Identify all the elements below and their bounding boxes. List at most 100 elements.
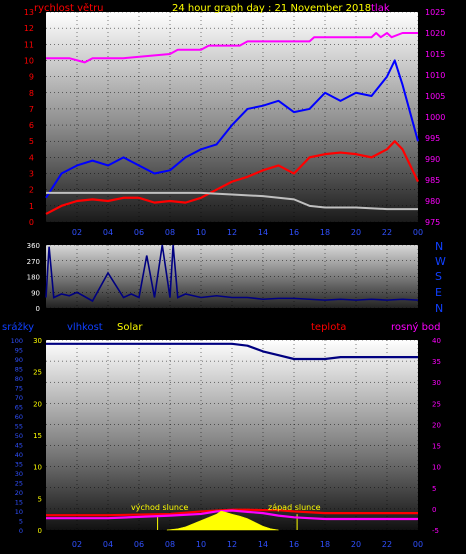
- pressure-tick-label: 980: [425, 197, 440, 206]
- temperature-tick-label: 15: [432, 443, 441, 451]
- pressure-tick-label: 1015: [425, 50, 445, 59]
- humidity-tick-label: 10: [15, 508, 23, 516]
- pressure-tick-label: 1005: [425, 92, 445, 101]
- solar-tick-label: 0: [38, 527, 42, 535]
- x-tick-label: 10: [196, 228, 206, 237]
- humidity-tick-label: 55: [15, 423, 23, 431]
- solar-area: [166, 510, 279, 531]
- rain-label: srážky: [2, 321, 34, 333]
- temperature-tick-label: 30: [432, 379, 441, 387]
- temperature-plot-area: [46, 340, 418, 530]
- pressure-tick-label: 975: [425, 218, 440, 227]
- sunset-label: západ slunce: [268, 503, 321, 512]
- compass-n-top: N: [435, 240, 443, 253]
- temperature-tick-label: 5: [432, 485, 436, 493]
- wind-tick-label: 4: [29, 153, 34, 162]
- solar-tick-label: 10: [33, 464, 42, 472]
- wind-gust-line: [45, 140, 419, 215]
- direction-chart: 0 90 180 270 360: [27, 242, 419, 313]
- temperature-tick-label: 40: [432, 337, 441, 345]
- temperature-chart: -505101520253035400510152025303540455055…: [11, 337, 441, 549]
- x-tick-label: 20: [351, 540, 361, 549]
- x-tick-label: 00: [413, 228, 423, 237]
- wind-speed-label: rychlost větru: [34, 2, 104, 14]
- humidity-tick-label: 15: [15, 499, 23, 507]
- x-tick-label: 16: [289, 540, 299, 549]
- humidity-tick-label: 70: [15, 394, 23, 402]
- x-tick-label: 02: [72, 228, 82, 237]
- humidity-line: [46, 342, 418, 361]
- humidity-tick-label: 75: [15, 385, 23, 393]
- humidity-tick-label: 35: [15, 461, 23, 469]
- solar-tick-label: 20: [33, 400, 42, 408]
- x-tick-label: 02: [72, 540, 82, 549]
- wind-average-line: [45, 59, 419, 199]
- wind-tick-label: 12: [24, 24, 34, 33]
- wind-tick-label: 6: [29, 121, 34, 130]
- compass-w: W: [435, 255, 446, 268]
- x-tick-label: 12: [227, 228, 237, 237]
- x-tick-label: 22: [382, 228, 392, 237]
- wind-chart: 0123456789101112139759809859909951000100…: [24, 8, 446, 237]
- x-tick-label: 06: [134, 228, 144, 237]
- wind-tick-label: 8: [29, 89, 34, 98]
- direction-tick-label: 90: [31, 289, 40, 297]
- x-tick-label: 16: [289, 228, 299, 237]
- x-tick-label: 06: [134, 540, 144, 549]
- humidity-tick-label: 5: [19, 518, 23, 526]
- humidity-tick-label: 85: [15, 366, 23, 374]
- humidity-tick-label: 50: [15, 432, 23, 440]
- compass-s: S: [435, 270, 442, 283]
- x-tick-label: 18: [320, 228, 330, 237]
- direction-tick-label: 270: [27, 258, 40, 266]
- wind-tick-label: 2: [29, 186, 34, 195]
- humidity-tick-label: 20: [15, 489, 23, 497]
- x-tick-label: 08: [165, 228, 175, 237]
- pressure-tick-label: 995: [425, 134, 440, 143]
- temperature-tick-label: 0: [432, 506, 436, 514]
- wind-tick-label: 9: [29, 73, 34, 82]
- wind-direction-trace: [45, 244, 419, 303]
- x-tick-label: 10: [196, 540, 206, 549]
- wind-tick-label: 1: [29, 202, 34, 211]
- x-tick-label: 08: [165, 540, 175, 549]
- x-tick-label: 04: [103, 228, 113, 237]
- humidity-label: vlhkost: [67, 322, 103, 333]
- direction-tick-label: 360: [27, 242, 40, 250]
- pressure-tick-label: 1025: [425, 8, 445, 17]
- dew-point-label: rosný bod: [391, 321, 440, 333]
- x-tick-label: 12: [227, 540, 237, 549]
- wind-tick-label: 13: [24, 8, 34, 17]
- x-tick-label: 14: [258, 228, 268, 237]
- solar-tick-label: 15: [33, 432, 42, 440]
- dew-point-line: [46, 509, 418, 521]
- temperature-label: teplota: [311, 322, 346, 333]
- pressure-tick-label: 990: [425, 155, 440, 164]
- humidity-tick-label: 45: [15, 442, 23, 450]
- wind-tick-label: 7: [29, 105, 34, 114]
- compass-e: E: [435, 286, 442, 299]
- solar-tick-label: 25: [33, 369, 42, 377]
- humidity-tick-label: 100: [11, 337, 23, 345]
- temperature-tick-label: 35: [432, 358, 441, 366]
- pressure-tick-label: 1010: [425, 71, 445, 80]
- humidity-tick-label: 90: [15, 356, 23, 364]
- pressure-tick-label: 985: [425, 176, 440, 185]
- x-tick-label: 14: [258, 540, 268, 549]
- x-tick-label: 20: [351, 228, 361, 237]
- temperature-line: [46, 508, 418, 517]
- solar-label: Solar: [117, 322, 143, 333]
- direction-tick-label: 0: [36, 305, 40, 313]
- solar-tick-label: 30: [33, 337, 42, 345]
- pressure-label: tlak: [371, 3, 390, 14]
- x-tick-label: 00: [413, 540, 423, 549]
- humidity-tick-label: 0: [19, 527, 23, 535]
- temperature-tick-label: -5: [432, 527, 439, 535]
- wind-tick-label: 10: [24, 56, 34, 65]
- temperature-tick-label: 25: [432, 400, 441, 408]
- wind-tick-label: 5: [29, 137, 34, 146]
- wind-tick-label: 3: [29, 170, 34, 179]
- pressure-line: [46, 32, 418, 64]
